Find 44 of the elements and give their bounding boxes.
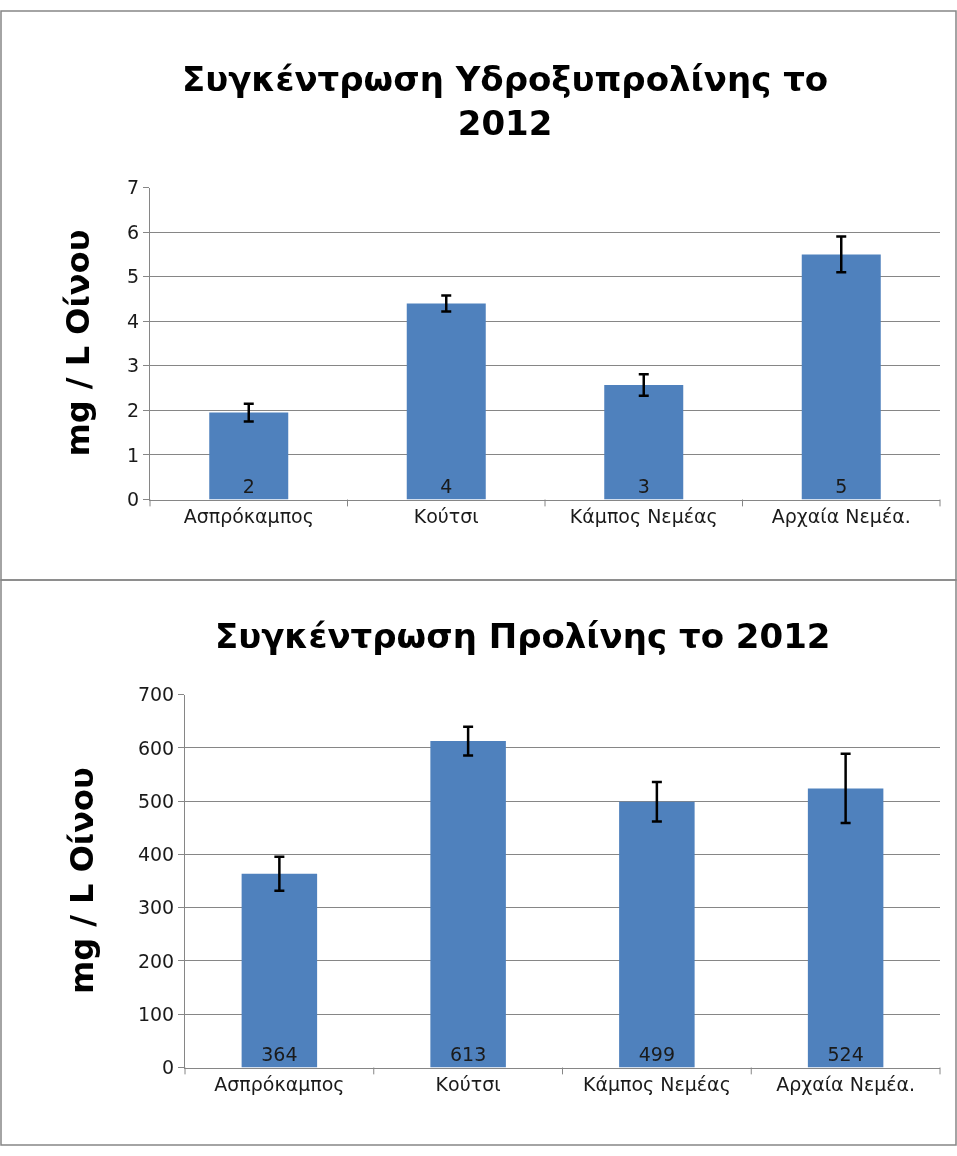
chart-title: Συγκέντρωση Υδροξυπρολίνης το 2012 bbox=[182, 59, 829, 144]
bar bbox=[619, 801, 695, 1068]
y-tick-label: 1 bbox=[127, 443, 140, 466]
y-tick-label: 500 bbox=[137, 789, 175, 812]
y-tick-label: 6 bbox=[127, 220, 140, 243]
y-tick-label: 3 bbox=[127, 354, 140, 377]
x-tick-label: Αρχαία Νεμέα. bbox=[776, 1073, 916, 1096]
x-tick-label: Κάμπος Νεμέας bbox=[582, 1073, 731, 1096]
y-tick-label: 100 bbox=[137, 1002, 175, 1025]
x-tick-label: Κάμπος Νεμέας bbox=[569, 505, 718, 528]
y-tick-label: 200 bbox=[137, 949, 175, 972]
x-tick-label: Ασπρόκαμπος bbox=[214, 1073, 345, 1096]
data-label: 524 bbox=[827, 1042, 864, 1065]
y-tick-label: 400 bbox=[137, 843, 175, 866]
x-tick-label: Κούτσι bbox=[413, 505, 479, 528]
data-label: 364 bbox=[261, 1042, 298, 1065]
y-tick-label: 7 bbox=[127, 176, 140, 199]
data-label: 4 bbox=[440, 474, 453, 497]
x-tick-label: Κούτσι bbox=[435, 1073, 501, 1096]
x-tick-label: Αρχαία Νεμέα. bbox=[771, 505, 911, 528]
bar bbox=[604, 384, 684, 500]
y-tick-label: 2 bbox=[127, 399, 140, 422]
y-axis-title: mg / L Οίνου bbox=[59, 229, 98, 457]
y-tick-label: 700 bbox=[137, 683, 175, 706]
y-axis-title: mg / L Οίνου bbox=[62, 767, 101, 995]
data-label: 3 bbox=[637, 474, 650, 497]
bar bbox=[209, 412, 289, 500]
x-tick-label: Ασπρόκαμπος bbox=[183, 505, 314, 528]
y-tick-label: 0 bbox=[162, 1056, 175, 1079]
bar bbox=[801, 254, 881, 500]
bar bbox=[430, 741, 506, 1068]
bar bbox=[241, 873, 318, 1068]
y-tick-label: 4 bbox=[127, 309, 140, 332]
y-tick-label: 300 bbox=[137, 896, 175, 919]
data-label: 499 bbox=[638, 1042, 675, 1065]
data-label: 5 bbox=[835, 474, 848, 497]
y-tick-label: 5 bbox=[127, 265, 140, 288]
chart-title: Συγκέντρωση Προλίνης το 2012 bbox=[215, 616, 831, 656]
y-tick-label: 0 bbox=[127, 488, 140, 511]
data-label: 2 bbox=[242, 474, 255, 497]
bar bbox=[807, 788, 884, 1068]
y-tick-label: 600 bbox=[137, 736, 175, 759]
data-label: 613 bbox=[449, 1042, 487, 1065]
bar bbox=[406, 303, 486, 500]
